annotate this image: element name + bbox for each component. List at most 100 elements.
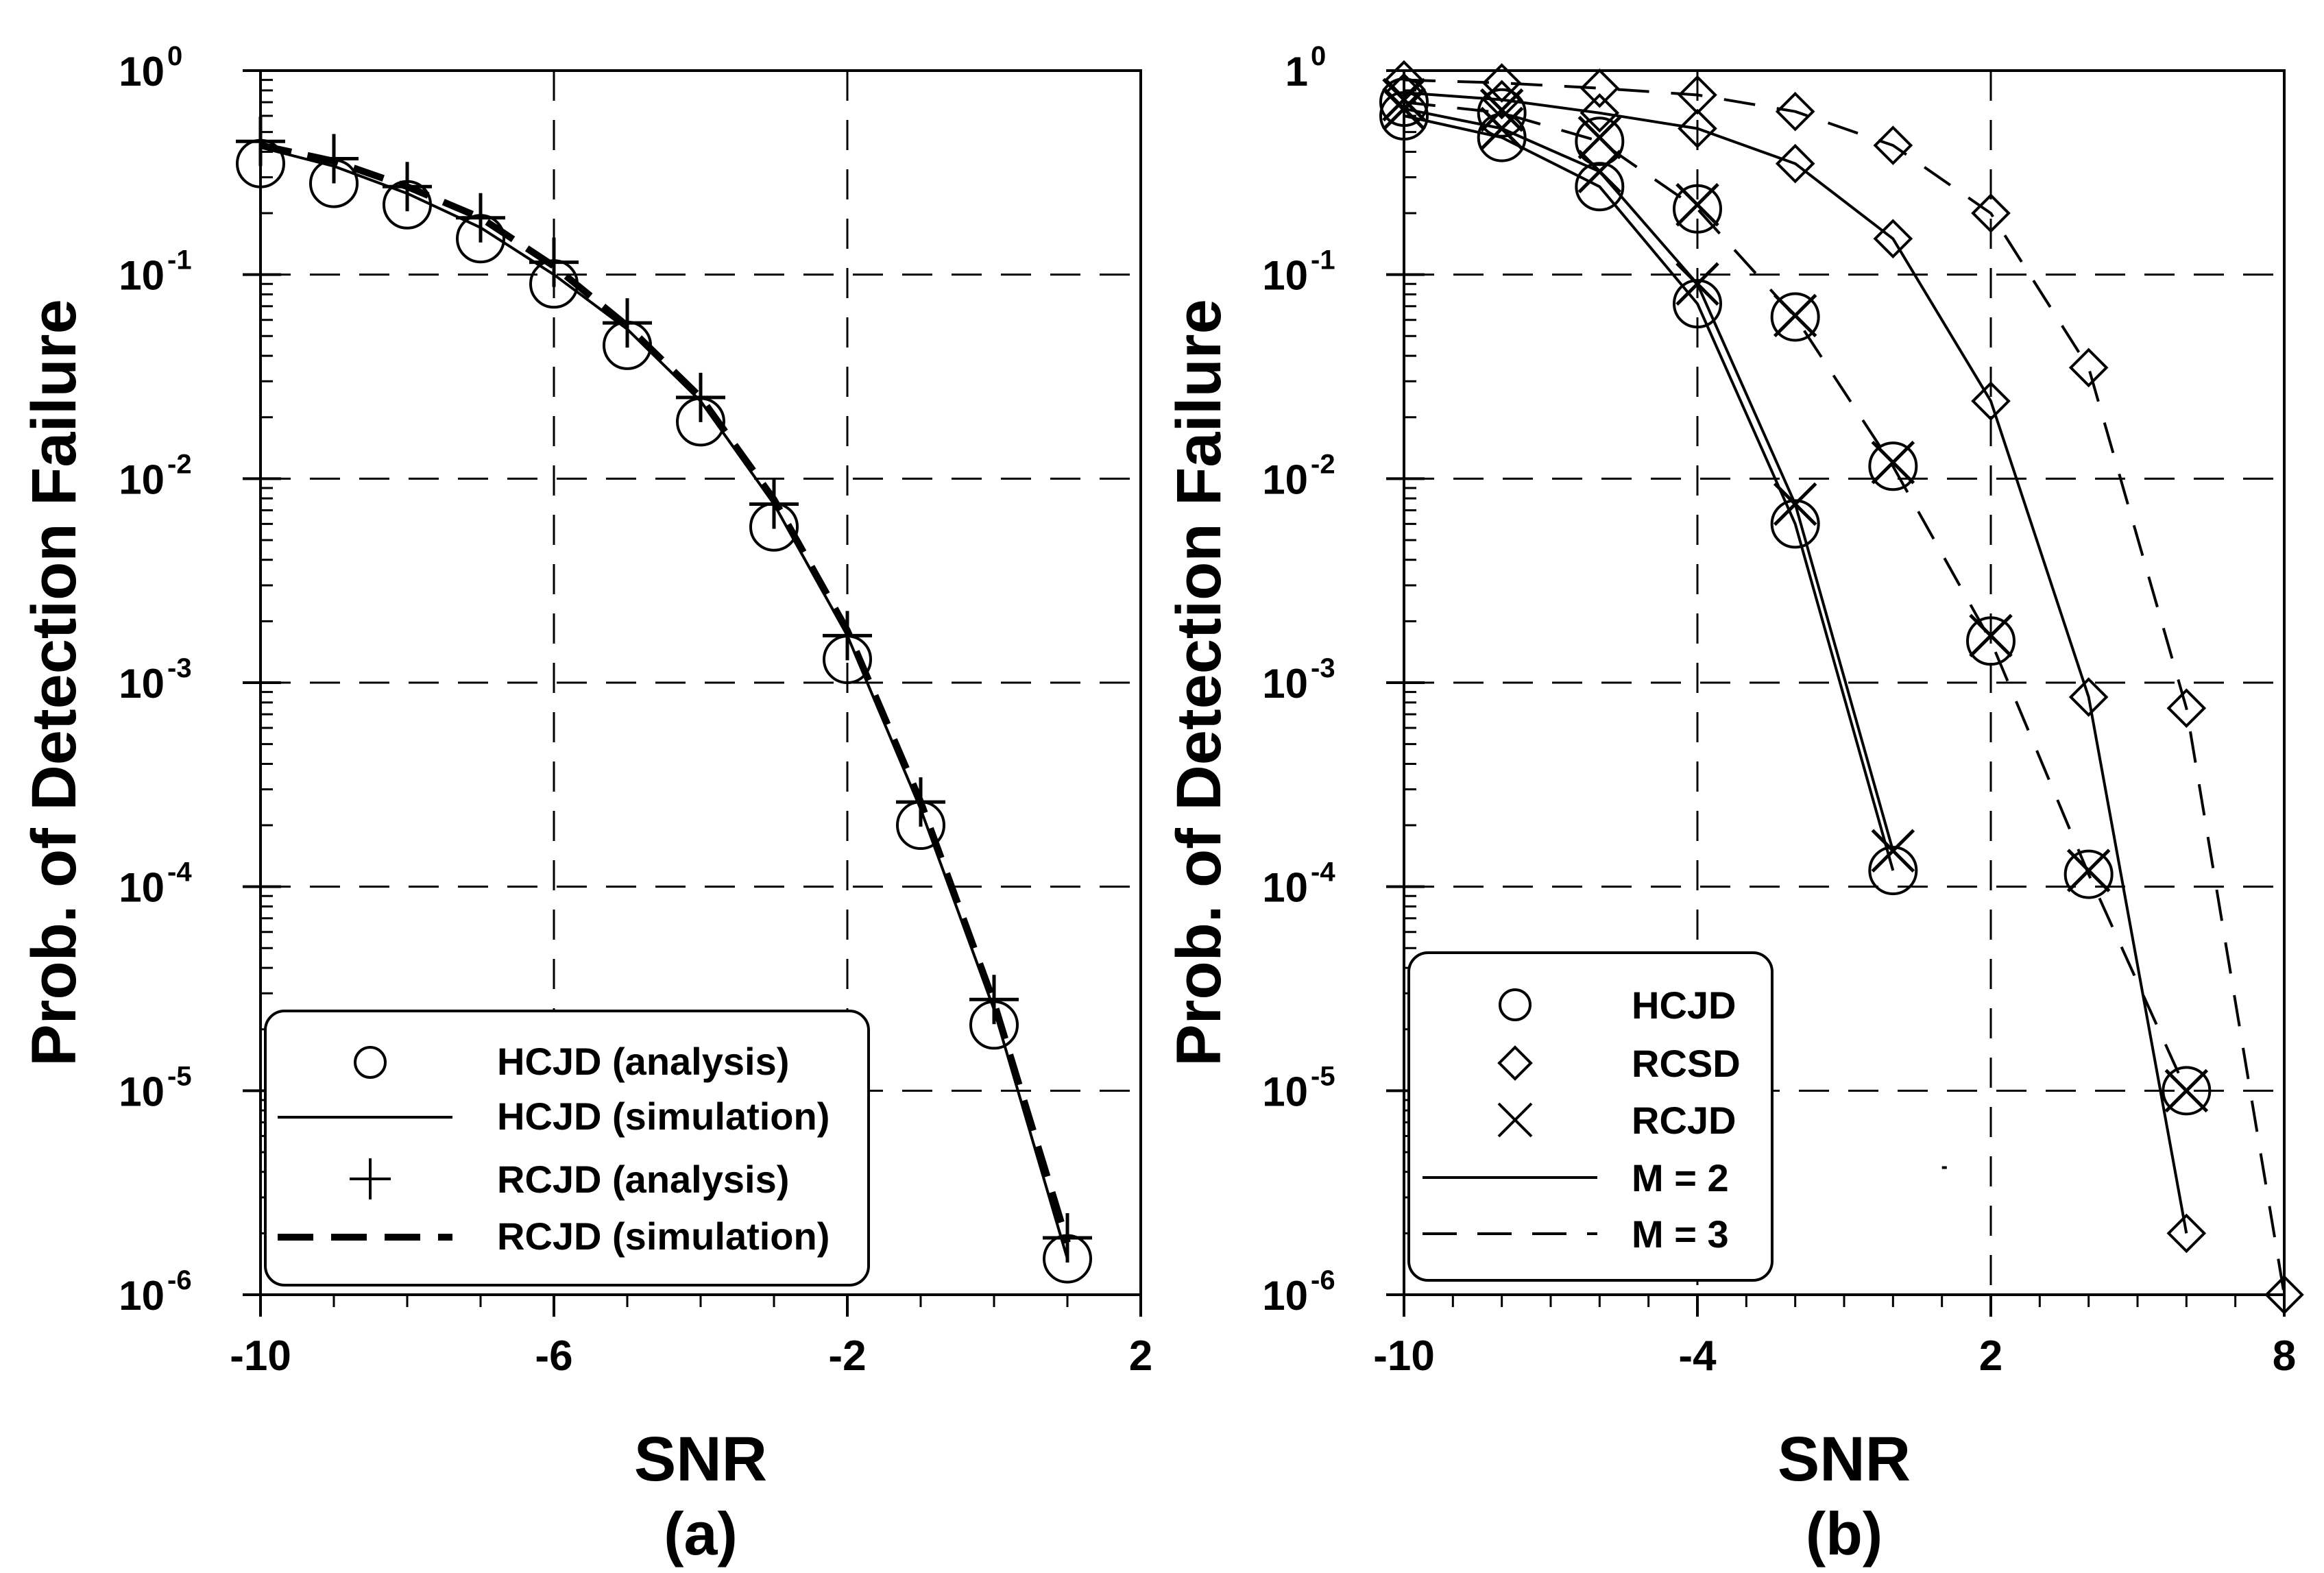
y-tick-labels-b: 1 010-110-210-310-410-510-6 bbox=[1262, 41, 1335, 1319]
y-tick-label-b-0: 1 bbox=[1285, 49, 1308, 95]
data-point-b-6-7 bbox=[2068, 347, 2109, 388]
y-tick-label-b-1: 10 bbox=[1262, 253, 1308, 299]
data-point-a-2-6 bbox=[676, 372, 725, 422]
data-point-b-1-4 bbox=[1773, 482, 1817, 526]
y-tick-exponent-a-6: -6 bbox=[167, 1265, 192, 1295]
data-point-b-0-4 bbox=[1770, 499, 1820, 549]
data-point-b-4-6 bbox=[1969, 613, 2013, 658]
series-line-b-3 bbox=[1403, 101, 2188, 1092]
x-axis-title-b: SNR bbox=[1778, 1424, 1911, 1494]
y-tick-exponent-b-0: 0 bbox=[1311, 41, 1326, 71]
legend-a-symbol-plus bbox=[350, 1158, 391, 1199]
legend-a-box bbox=[264, 1010, 870, 1287]
data-point-b-6-4 bbox=[1775, 91, 1815, 132]
y-tick-exponent-a-1: -1 bbox=[167, 245, 192, 276]
legend-a-symbol-circle bbox=[354, 1046, 387, 1079]
y-tick-exponent-a-3: -3 bbox=[167, 653, 192, 683]
data-point-b-4-5 bbox=[1871, 440, 1915, 485]
legend-b-symbol-diamond bbox=[1497, 1045, 1533, 1081]
data-point-b-6-3 bbox=[1678, 75, 1717, 115]
y-tick-label-a-2: 10 bbox=[119, 456, 165, 502]
data-point-b-4-7 bbox=[2066, 849, 2111, 892]
y-tick-label-b-6: 10 bbox=[1262, 1273, 1308, 1319]
data-point-a-2-10 bbox=[969, 975, 1019, 1025]
legend-a-label-3: RCJD (simulation) bbox=[497, 1215, 830, 1258]
legend-b-symbol-circle bbox=[1499, 988, 1532, 1021]
series-line-b-5 bbox=[1403, 91, 2188, 1234]
y-tick-exponent-a-2: -2 bbox=[167, 449, 192, 479]
data-point-b-3-6 bbox=[1966, 616, 2016, 666]
x-tick-label-b-0: -10 bbox=[1373, 1332, 1435, 1380]
data-point-b-3-5 bbox=[1868, 441, 1918, 491]
data-point-b-3-7 bbox=[2063, 849, 2114, 899]
legend-b-label-3: M = 2 bbox=[1632, 1156, 1729, 1199]
y-tick-label-b-2: 10 bbox=[1262, 456, 1308, 502]
data-point-b-5-8 bbox=[2166, 1213, 2207, 1254]
legend-a-label-1: HCJD (simulation) bbox=[497, 1095, 830, 1138]
data-point-b-5-1 bbox=[1481, 80, 1522, 120]
y-tick-label-b-3: 10 bbox=[1262, 661, 1308, 707]
y-tick-exponent-b-4: -4 bbox=[1311, 857, 1335, 888]
x-axis-title-a: SNR bbox=[634, 1424, 767, 1494]
series-line-b-0 bbox=[1403, 114, 1895, 871]
legend-b-symbol-cross bbox=[1497, 1102, 1533, 1138]
data-point-b-6-2 bbox=[1579, 68, 1620, 108]
x-tick-labels-a: -10 -6 -2 2 bbox=[230, 1332, 1152, 1380]
y-axis-title-b: Prob. of Detection Failure bbox=[1164, 299, 1234, 1066]
y-tick-exponent-b-3: -3 bbox=[1311, 653, 1335, 683]
data-point-b-3-8 bbox=[2162, 1066, 2212, 1116]
legend-b-label-0: HCJD bbox=[1632, 984, 1736, 1027]
data-point-b-6-6 bbox=[1971, 193, 2011, 233]
x-tick-label-b-3: 8 bbox=[2273, 1332, 2296, 1380]
legend-a-label-0: HCJD (analysis) bbox=[497, 1040, 789, 1083]
data-point-b-5-2 bbox=[1579, 93, 1620, 133]
legend-b: HCJD RCSD RCJD M = 2 M = 3 bbox=[1407, 951, 1774, 1282]
y-tick-exponent-b-1: -1 bbox=[1311, 245, 1335, 276]
plot-series-a bbox=[236, 117, 1092, 1284]
x-tick-label-a-1: -6 bbox=[535, 1332, 572, 1380]
y-tick-label-b-4: 10 bbox=[1262, 865, 1308, 911]
series-line-b-6 bbox=[1403, 78, 2286, 1295]
y-tick-exponent-a-0: 0 bbox=[167, 41, 182, 71]
data-point-b-5-6 bbox=[1971, 381, 2011, 421]
panel-b: -10 -4 2 8 1 010-110-210-310-410-510-6 Prob.… bbox=[1164, 41, 2304, 1568]
y-tick-exponent-b-6: -6 bbox=[1311, 1265, 1335, 1295]
plot-frame-b bbox=[1403, 69, 2286, 1296]
data-point-a-2-3 bbox=[456, 193, 505, 243]
data-point-b-3-3 bbox=[1673, 184, 1722, 234]
panel-label-a: (a) bbox=[664, 1500, 738, 1568]
x-tick-label-a-2: -2 bbox=[828, 1332, 866, 1380]
data-point-b-4-4 bbox=[1773, 293, 1817, 338]
y-tick-label-a-4: 10 bbox=[119, 865, 165, 911]
data-point-b-4-2 bbox=[1577, 115, 1622, 160]
x-tick-label-a-0: -10 bbox=[230, 1332, 291, 1380]
data-point-b-5-3 bbox=[1678, 108, 1717, 149]
legend-b-label-2: RCJD bbox=[1632, 1099, 1736, 1142]
y-tick-exponent-a-4: -4 bbox=[167, 857, 192, 888]
data-point-b-5-4 bbox=[1775, 143, 1815, 184]
panel-label-b: (b) bbox=[1806, 1500, 1883, 1568]
y-tick-exponent-b-5: -5 bbox=[1311, 1061, 1335, 1091]
data-point-b-1-1 bbox=[1479, 106, 1524, 151]
data-point-b-0-3 bbox=[1673, 279, 1722, 329]
y-tick-label-a-3: 10 bbox=[119, 661, 165, 707]
data-point-b-3-4 bbox=[1770, 292, 1820, 342]
data-point-b-6-5 bbox=[1873, 125, 1913, 165]
y-tick-exponent-b-2: -2 bbox=[1311, 449, 1335, 479]
data-point-b-6-1 bbox=[1481, 63, 1522, 103]
data-point-b-4-3 bbox=[1675, 182, 1719, 227]
data-point-b-5-5 bbox=[1873, 219, 1913, 259]
y-tick-label-b-5: 10 bbox=[1262, 1069, 1308, 1114]
y-tick-label-a-0: 10 bbox=[119, 49, 165, 95]
series-line-a-3 bbox=[259, 142, 1071, 1244]
data-point-b-1-3 bbox=[1675, 262, 1719, 306]
data-point-b-1-2 bbox=[1577, 149, 1622, 194]
y-tick-exponent-a-5: -5 bbox=[167, 1061, 192, 1091]
data-point-b-4-8 bbox=[2164, 1069, 2209, 1113]
y-tick-label-a-1: 10 bbox=[119, 253, 165, 299]
legend-a: HCJD (analysis) HCJD (simulation) RCJD (… bbox=[264, 1010, 870, 1287]
x-tick-label-b-2: 2 bbox=[1979, 1332, 2002, 1380]
